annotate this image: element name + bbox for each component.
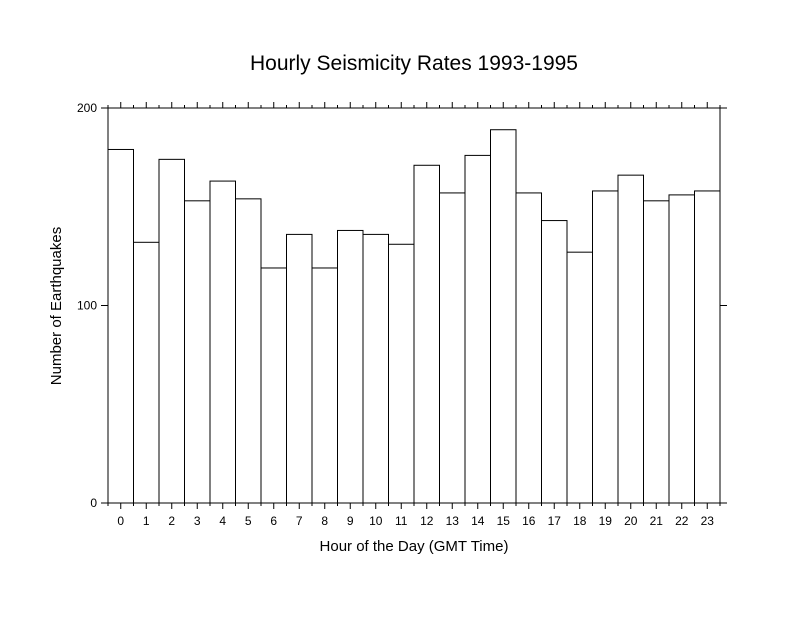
x-tick-label-20: 20 bbox=[624, 514, 638, 528]
bar-hour-19 bbox=[592, 190, 619, 504]
bar-hour-17 bbox=[541, 220, 568, 504]
x-tick-label-18: 18 bbox=[573, 514, 587, 528]
x-tick-label-8: 8 bbox=[321, 514, 328, 528]
x-tick-label-1: 1 bbox=[143, 514, 150, 528]
x-tick-label-5: 5 bbox=[245, 514, 252, 528]
y-tick-label-200: 200 bbox=[77, 101, 97, 115]
x-tick-label-0: 0 bbox=[117, 514, 124, 528]
bar-hour-5 bbox=[235, 198, 262, 504]
bar-hour-16 bbox=[515, 192, 542, 504]
bar-hour-20 bbox=[617, 174, 644, 504]
bar-hour-2 bbox=[158, 158, 185, 504]
bar-hour-21 bbox=[643, 200, 670, 504]
x-tick-label-12: 12 bbox=[420, 514, 434, 528]
bar-hour-1 bbox=[133, 241, 160, 504]
x-tick-label-9: 9 bbox=[347, 514, 354, 528]
y-tick-label-0: 0 bbox=[90, 496, 97, 510]
bar-hour-23 bbox=[694, 190, 721, 504]
x-tick-label-19: 19 bbox=[599, 514, 613, 528]
x-tick-label-16: 16 bbox=[522, 514, 536, 528]
x-tick-label-4: 4 bbox=[219, 514, 226, 528]
bar-hour-11 bbox=[388, 243, 415, 504]
bar-hour-18 bbox=[566, 251, 593, 504]
bar-hour-14 bbox=[464, 154, 491, 504]
bar-hour-22 bbox=[668, 194, 695, 504]
y-ticks-group: 0 100 200 bbox=[77, 101, 727, 510]
bar-hour-9 bbox=[337, 229, 364, 504]
x-tick-label-11: 11 bbox=[395, 514, 408, 528]
bar-hour-8 bbox=[311, 267, 338, 504]
x-tick-label-22: 22 bbox=[675, 514, 689, 528]
chart-title: Hourly Seismicity Rates 1993-1995 bbox=[250, 52, 578, 75]
x-axis-label: Hour of the Day (GMT Time) bbox=[320, 538, 509, 555]
y-axis-label: Number of Earthquakes bbox=[48, 227, 65, 385]
y-tick-label-100: 100 bbox=[77, 299, 97, 313]
bar-hour-13 bbox=[439, 192, 466, 504]
x-tick-label-6: 6 bbox=[270, 514, 277, 528]
bar-hour-12 bbox=[413, 164, 440, 504]
bar-hour-7 bbox=[286, 233, 313, 504]
x-tick-label-10: 10 bbox=[369, 514, 383, 528]
x-tick-label-23: 23 bbox=[701, 514, 715, 528]
x-ticks-group: 0 1 2 3 4 5 6 7 8 9 10 11 12 13 14 15 16 17 18 19 20 21 22 23 bbox=[107, 102, 721, 528]
bar-hour-4 bbox=[209, 180, 236, 504]
x-tick-label-7: 7 bbox=[296, 514, 303, 528]
x-tick-label-17: 17 bbox=[548, 514, 562, 528]
bar-hour-0 bbox=[107, 148, 134, 504]
x-tick-label-14: 14 bbox=[471, 514, 485, 528]
x-tick-label-15: 15 bbox=[497, 514, 511, 528]
bar-hour-3 bbox=[184, 200, 211, 504]
bar-hour-15 bbox=[490, 129, 517, 504]
x-tick-label-13: 13 bbox=[446, 514, 460, 528]
x-tick-label-21: 21 bbox=[650, 514, 664, 528]
x-tick-label-2: 2 bbox=[168, 514, 175, 528]
bars-group bbox=[107, 129, 721, 504]
bar-hour-10 bbox=[362, 233, 389, 504]
bar-hour-6 bbox=[260, 267, 287, 504]
x-tick-label-3: 3 bbox=[194, 514, 201, 528]
